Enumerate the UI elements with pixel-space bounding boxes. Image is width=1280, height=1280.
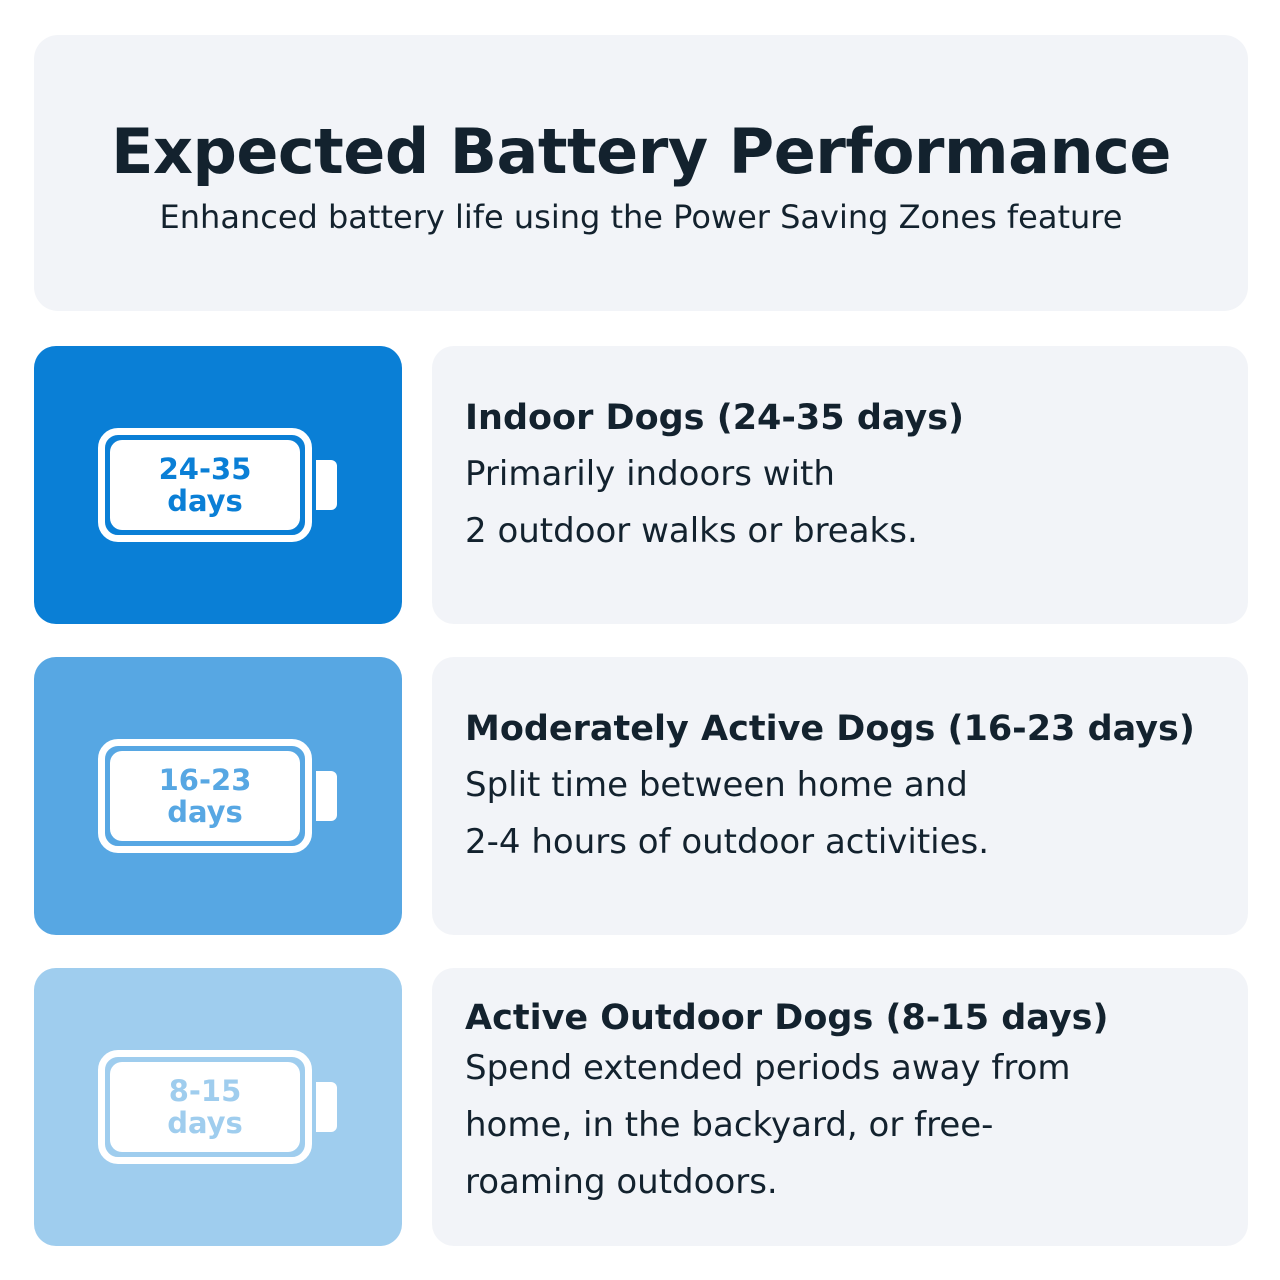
page-title: Expected Battery Performance bbox=[111, 115, 1171, 188]
description-card: Active Outdoor Dogs (8-15 days) Spend ex… bbox=[432, 968, 1248, 1246]
battery-icon: 16-23 days bbox=[98, 739, 312, 853]
row-title: Moderately Active Dogs (16-23 days) bbox=[465, 709, 1195, 749]
description-card: Moderately Active Dogs (16-23 days) Spli… bbox=[432, 657, 1248, 935]
battery-unit: days bbox=[167, 484, 243, 518]
battery-tile: 8-15 days bbox=[34, 968, 402, 1246]
row-indoor: 24-35 days Indoor Dogs (24-35 days) Prima… bbox=[34, 346, 1248, 624]
battery-terminal bbox=[316, 460, 337, 510]
row-title: Active Outdoor Dogs (8-15 days) bbox=[465, 998, 1109, 1038]
battery-unit: days bbox=[167, 795, 243, 829]
battery-icon: 8-15 days bbox=[98, 1050, 312, 1164]
row-active: 8-15 days Active Outdoor Dogs (8-15 days)… bbox=[34, 968, 1248, 1246]
row-moderate: 16-23 days Moderately Active Dogs (16-23 … bbox=[34, 657, 1248, 935]
description-card: Indoor Dogs (24-35 days) Primarily indoo… bbox=[432, 346, 1248, 624]
battery-icon: 24-35 days bbox=[98, 428, 312, 542]
row-description: Spend extended periods away from home, i… bbox=[465, 1048, 1071, 1202]
battery-range: 24-35 bbox=[158, 452, 252, 486]
header-card: Expected Battery Performance Enhanced ba… bbox=[34, 35, 1248, 311]
battery-range: 8-15 bbox=[168, 1074, 242, 1108]
page-subtitle: Enhanced battery life using the Power Sa… bbox=[159, 198, 1123, 236]
battery-terminal bbox=[316, 1082, 337, 1132]
battery-tile: 16-23 days bbox=[34, 657, 402, 935]
row-description: Primarily indoors with 2 outdoor walks o… bbox=[465, 454, 918, 551]
battery-terminal bbox=[316, 771, 337, 821]
row-description: Split time between home and 2-4 hours of… bbox=[465, 765, 990, 862]
battery-range: 16-23 bbox=[158, 763, 252, 797]
battery-tile: 24-35 days bbox=[34, 346, 402, 624]
row-title: Indoor Dogs (24-35 days) bbox=[465, 398, 965, 438]
battery-unit: days bbox=[167, 1106, 243, 1140]
